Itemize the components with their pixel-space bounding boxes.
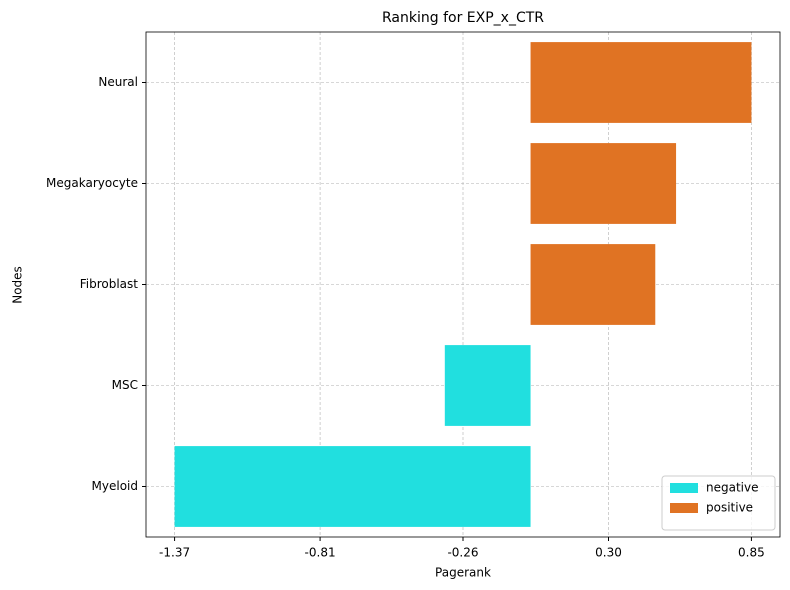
y-axis-label: Nodes	[11, 266, 25, 304]
bar	[530, 143, 677, 224]
legend: negative positive	[661, 475, 776, 531]
y-tick-label: Megakaryocyte	[46, 176, 138, 190]
legend-label: positive	[706, 501, 753, 515]
x-tick-label: -0.26	[447, 546, 478, 560]
legend-swatch	[670, 503, 698, 513]
y-tick-label: MSC	[112, 378, 138, 392]
x-tick-label: 0.85	[738, 546, 765, 560]
y-tick-label: Myeloid	[92, 479, 138, 493]
chart-title: Ranking for EXP_x_CTR	[382, 10, 544, 26]
x-tick-label: -1.37	[159, 546, 190, 560]
y-tick-label: Neural	[98, 75, 138, 89]
x-tick-label: 0.30	[595, 546, 622, 560]
bar	[444, 345, 531, 426]
x-axis-label: Pagerank	[435, 566, 491, 580]
x-tick-label: -0.81	[305, 546, 336, 560]
bar	[530, 42, 752, 123]
legend-swatch	[670, 483, 698, 493]
y-tick-label: Fibroblast	[80, 277, 139, 291]
bars	[174, 42, 752, 527]
bar	[530, 244, 656, 325]
bar	[174, 446, 531, 527]
legend-label: negative	[706, 481, 758, 495]
